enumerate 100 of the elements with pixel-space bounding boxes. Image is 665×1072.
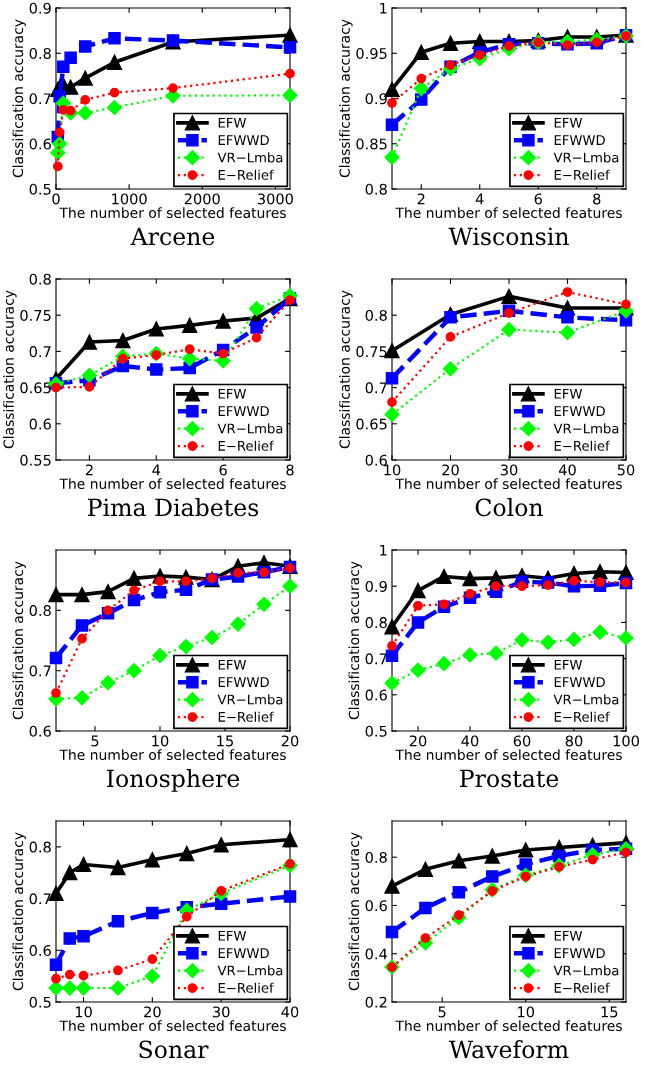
y-tick-label: 0.8	[365, 851, 387, 863]
legend-label: VR−Lmba	[217, 694, 283, 705]
legend-label: EFW	[554, 930, 583, 941]
x-tick-label: 5	[438, 1006, 446, 1018]
x-tick-label: 6	[534, 193, 542, 205]
y-tick-label: 0.65	[356, 418, 387, 430]
legend-label: E−Relief	[218, 711, 274, 722]
y-tick-label: 0.5	[29, 996, 51, 1008]
text: Pima Diabetes	[87, 498, 259, 517]
y-tick-label: 0.95	[356, 47, 387, 59]
y-axis-title: Classification accuracy	[339, 290, 353, 449]
legend-label: EFW	[218, 659, 247, 670]
legend-label: EFW	[218, 117, 247, 128]
x-axis-title: The number of selected features	[59, 749, 286, 761]
text: Prostate	[460, 769, 559, 788]
legend-label: E−Relief	[218, 169, 274, 180]
y-tick-label: 0.6	[365, 689, 387, 701]
y-tick-label: 0.4	[365, 948, 388, 960]
text: Waveform	[449, 1040, 569, 1059]
text: Ionosphere	[106, 769, 240, 792]
x-tick-label: 50	[617, 464, 635, 476]
y-tick-label: 0.75	[356, 346, 387, 358]
x-tick-label: 40	[281, 1006, 299, 1018]
legend-label: VR−Lmba	[553, 694, 619, 705]
y-axis-title: Classification accuracy	[348, 832, 362, 991]
x-tick-label: 20	[144, 1006, 161, 1018]
y-tick-label: 0.5	[29, 183, 51, 195]
x-tick-label: 80	[565, 735, 583, 747]
x-tick-label: 30	[213, 1006, 230, 1018]
legend-label: EFWWD	[218, 406, 269, 416]
legend-label: VR−Lmba	[553, 423, 619, 434]
y-tick-label: 0.7	[365, 653, 387, 665]
y-tick-label: 0.6	[365, 454, 387, 466]
x-tick-label: 10	[75, 1006, 92, 1018]
legend-label: E−Relief	[554, 982, 610, 993]
y-tick-label: 0.8	[29, 47, 51, 59]
y-tick-label: 0.8	[365, 309, 387, 321]
y-tick-label: 0.65	[20, 382, 51, 394]
legend-label: EFW	[218, 388, 247, 399]
y-axis-title: Classification accuracy	[12, 19, 26, 178]
legend-label: EFWWD	[554, 135, 605, 145]
x-tick-label: 2	[85, 464, 93, 476]
x-tick-label: 1000	[112, 193, 147, 205]
text: Arcene	[130, 227, 215, 246]
y-tick-label: 0.8	[365, 183, 387, 195]
x-tick-label: 3000	[257, 193, 293, 205]
x-axis-title: The number of selected features	[395, 478, 622, 490]
legend-label: EFWWD	[554, 406, 605, 416]
x-axis-title: The number of selected features	[59, 1020, 286, 1032]
legend-label: EFWWD	[218, 948, 269, 958]
legend-label: VR−Lmba	[217, 152, 283, 163]
x-axis-title: The number of selected features	[59, 207, 286, 219]
y-tick-label: 0.7	[29, 665, 51, 677]
legend-label: E−Relief	[218, 440, 274, 451]
y-tick-label: 0.55	[20, 454, 51, 466]
y-tick-label: 1	[380, 2, 387, 14]
x-tick-label: 8	[286, 464, 294, 476]
legend-label: EFW	[554, 659, 583, 670]
x-tick-label: 8	[593, 193, 601, 205]
legend-label: VR−Lmba	[217, 965, 283, 976]
text: Wisconsin	[448, 227, 569, 246]
legend-label: EFWWD	[218, 677, 269, 687]
y-tick-label: 0.9	[365, 580, 387, 592]
y-tick-label: 0.8	[29, 841, 51, 853]
y-tick-label: 1	[380, 544, 387, 556]
y-axis-title: Classification accuracy	[12, 561, 26, 720]
y-tick-label: 0.6	[29, 418, 51, 430]
y-axis-title: Classification accuracy	[12, 832, 26, 991]
legend-label: EFW	[554, 388, 583, 399]
x-axis-title: The number of selected features	[395, 749, 622, 761]
x-tick-label: 4	[475, 193, 484, 205]
y-tick-label: 0.8	[29, 605, 51, 617]
x-axis-title: The number of selected features	[59, 478, 286, 490]
x-tick-label: 20	[409, 735, 427, 747]
y-tick-label: 0.85	[356, 138, 387, 150]
y-tick-label: 0.5	[365, 725, 387, 737]
x-tick-label: 100	[613, 735, 639, 747]
legend-label: VR−Lmba	[553, 965, 619, 976]
x-tick-label: 2000	[184, 193, 220, 205]
x-tick-label: 5	[91, 735, 99, 747]
y-tick-label: 0.7	[365, 382, 387, 394]
y-tick-label: 0.9	[29, 2, 51, 14]
y-axis-title: Classification accuracy	[3, 290, 17, 449]
y-tick-label: 0.8	[365, 617, 387, 629]
y-tick-label: 0.6	[365, 900, 387, 912]
y-tick-label: 0.9	[365, 93, 387, 105]
y-tick-label: 0.75	[20, 309, 51, 321]
x-tick-label: 15	[217, 735, 233, 747]
y-tick-label: 0.7	[29, 893, 51, 905]
legend-label: E−Relief	[554, 169, 610, 180]
x-tick-label: 40	[558, 464, 576, 476]
legend-label: EFWWD	[554, 948, 605, 958]
y-tick-label: 0.6	[29, 725, 51, 737]
y-tick-label: 0.6	[29, 138, 51, 150]
x-tick-label: 4	[152, 464, 161, 476]
x-tick-label: 15	[601, 1006, 618, 1018]
legend-label: VR−Lmba	[553, 152, 619, 163]
y-tick-label: 0.6	[29, 945, 51, 957]
legend-label: VR−Lmba	[217, 423, 283, 434]
x-tick-label: 40	[461, 735, 479, 747]
